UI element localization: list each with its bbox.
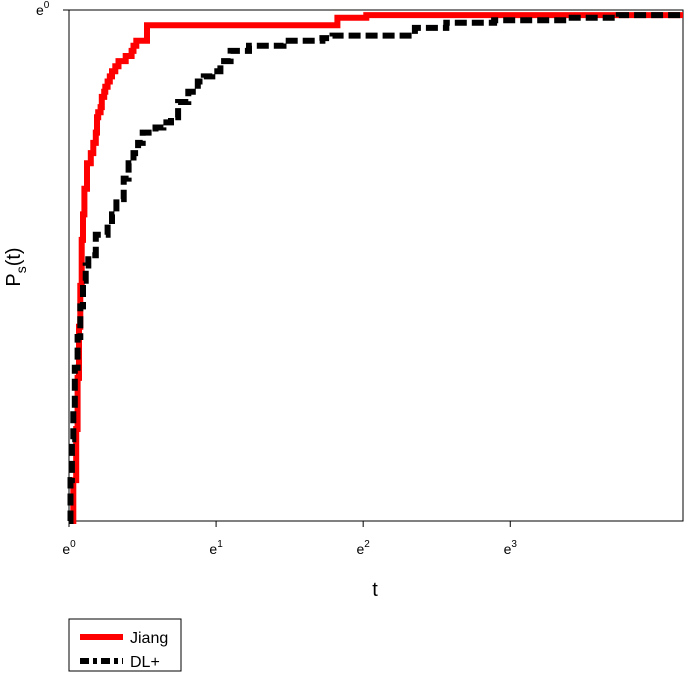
axes: e0 e1 e2 e3 e0 [36,0,517,557]
plot-frame [68,9,684,522]
x-tick-label: e1 [209,539,223,557]
legend-label-dl: DL+ [130,654,160,671]
legend-label-jiang: Jiang [130,630,168,647]
y-axis-label: Ps(t) [3,247,29,286]
x-tick-label: e2 [356,539,370,557]
y-axis-label-sub: s [13,266,29,273]
x-axis-label: t [372,579,378,601]
y-axis-label-main: P [3,273,25,286]
legend: Jiang DL+ [68,618,182,672]
y-tick-label: e0 [36,0,50,18]
series-layer [67,12,683,524]
x-tick-label: e0 [62,539,76,557]
x-tick-label: e3 [504,539,518,557]
plot-area [68,9,684,522]
y-axis-label-paren: (t) [3,247,25,266]
series-line-dl [67,12,683,524]
